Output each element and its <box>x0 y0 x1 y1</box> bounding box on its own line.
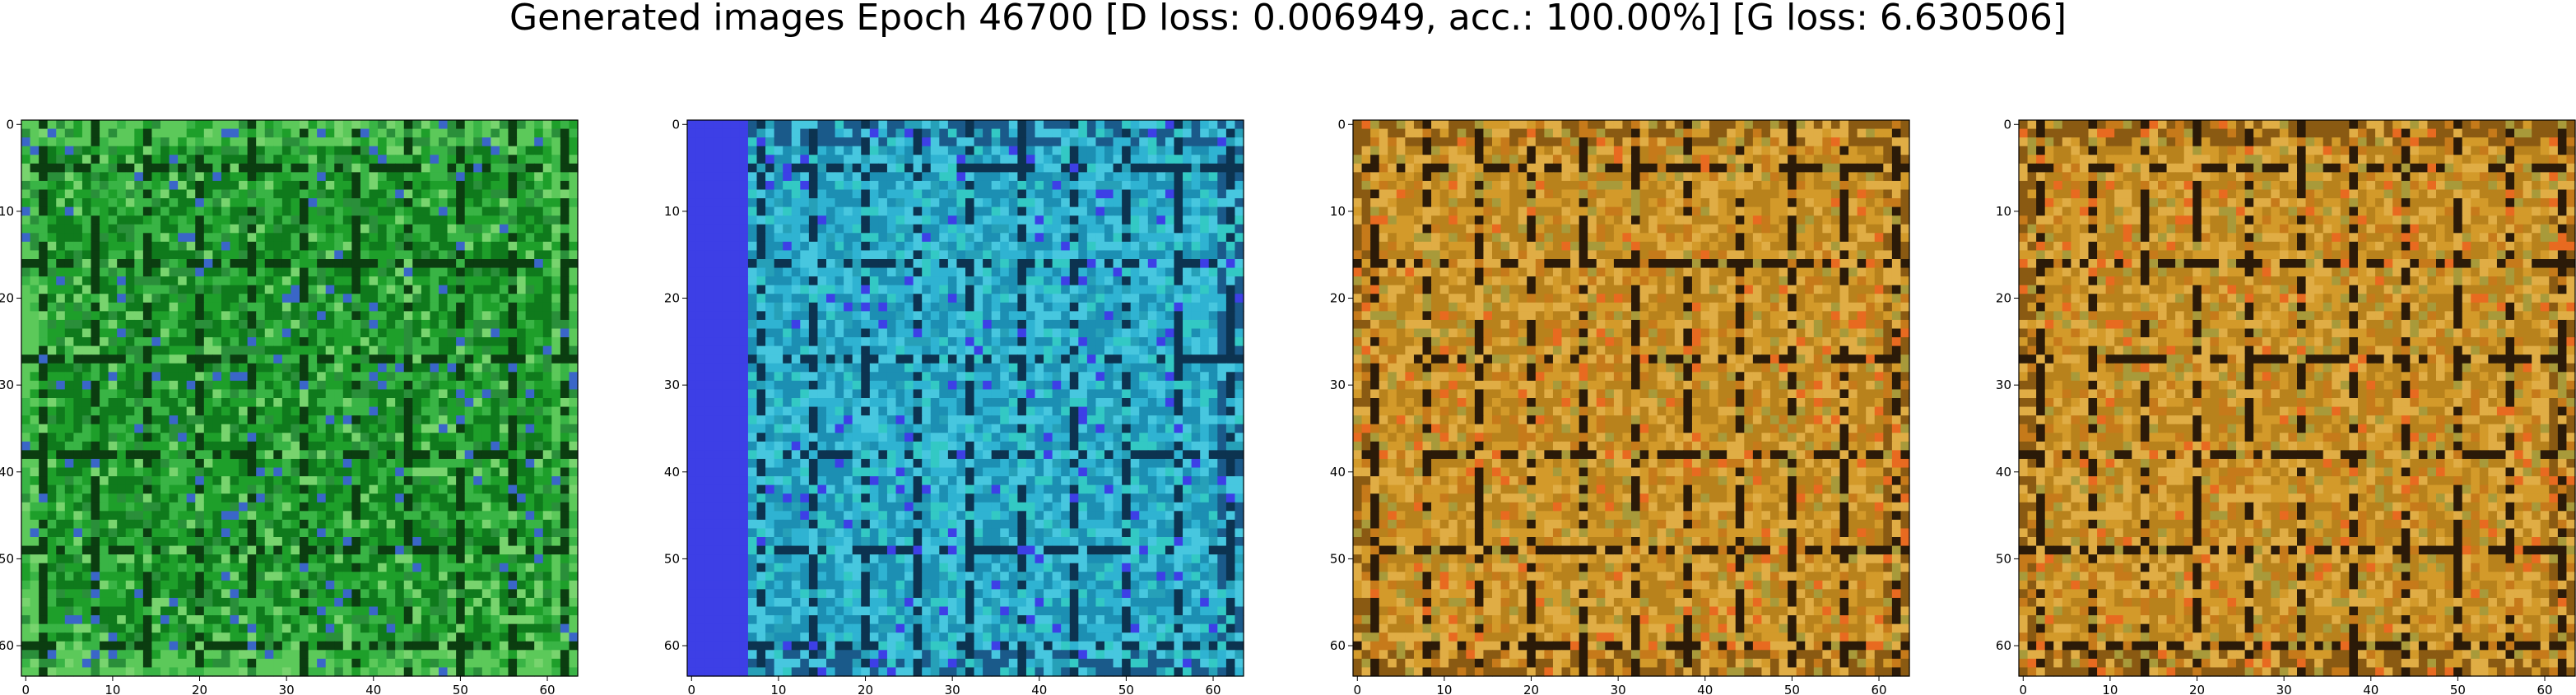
axes-frame <box>686 119 1244 677</box>
sample-image-1: 0 10 20 30 40 50 60 0 10 20 30 40 50 60 <box>0 117 579 695</box>
x-tick-label: 40 <box>2363 683 2378 695</box>
x-tick-label: 0 <box>2020 683 2028 695</box>
x-tick-label: 20 <box>2189 683 2205 695</box>
x-tick-label: 50 <box>1784 683 1800 695</box>
y-tick-label: 40 <box>0 465 14 480</box>
y-tick-label: 60 <box>1330 638 1346 653</box>
x-tick-label: 10 <box>105 683 120 695</box>
x-tick-label: 0 <box>1354 683 1362 695</box>
image-pixels <box>1353 120 1910 677</box>
y-tick-label: 40 <box>1996 465 2011 480</box>
y-tick-label: 0 <box>672 117 680 132</box>
y-tick-label: 50 <box>664 551 680 566</box>
x-tick-label: 10 <box>2102 683 2118 695</box>
y-tick-label: 10 <box>1996 204 2011 219</box>
y-tick-label: 30 <box>664 378 680 392</box>
y-tick-label: 20 <box>0 291 14 306</box>
sample-image-4: 0 10 20 30 40 50 60 0 10 20 30 40 50 60 <box>1996 117 2576 695</box>
y-tick-label: 20 <box>1996 291 2011 306</box>
y-tick-label: 20 <box>1330 291 1346 306</box>
x-tick-label: 40 <box>1031 683 1047 695</box>
x-tick-label: 10 <box>1436 683 1452 695</box>
y-tick-label: 50 <box>1996 551 2011 566</box>
y-tick-label: 20 <box>664 291 680 306</box>
y-tick-label: 50 <box>0 551 14 566</box>
x-tick-label: 60 <box>2536 683 2552 695</box>
x-tick-label: 10 <box>770 683 786 695</box>
x-tick-label: 60 <box>1205 683 1221 695</box>
x-tick-label: 20 <box>1523 683 1539 695</box>
x-tick-label: 30 <box>1611 683 1626 695</box>
figure-title: Generated images Epoch 46700 [D loss: 0.… <box>0 0 2576 49</box>
x-tick-label: 60 <box>1871 683 1886 695</box>
x-tick-label: 40 <box>1697 683 1713 695</box>
sample-image-3: 0 10 20 30 40 50 60 0 10 20 30 40 50 60 <box>1330 117 1910 695</box>
x-tick-label: 20 <box>192 683 207 695</box>
y-tick-label: 30 <box>0 378 14 392</box>
x-tick-label: 20 <box>858 683 873 695</box>
y-tick-label: 10 <box>664 204 680 219</box>
image-pixels <box>687 120 1244 677</box>
axes-frame <box>2018 119 2576 677</box>
y-tick-label: 40 <box>664 465 680 480</box>
x-tick-label: 30 <box>945 683 960 695</box>
image-pixels <box>21 120 579 677</box>
image-pixels <box>2019 120 2576 677</box>
y-tick-label: 40 <box>1330 465 1346 480</box>
x-tick-label: 30 <box>2276 683 2292 695</box>
sample-image-2: 0 10 20 30 40 50 60 0 10 20 30 40 50 60 <box>664 117 1244 695</box>
y-tick-label: 50 <box>1330 551 1346 566</box>
x-tick-label: 50 <box>2450 683 2466 695</box>
axes-frame <box>1352 119 1910 677</box>
x-tick-label: 50 <box>453 683 468 695</box>
y-tick-label: 30 <box>1996 378 2011 392</box>
y-tick-label: 30 <box>1330 378 1346 392</box>
y-tick-label: 60 <box>0 638 14 653</box>
y-tick-label: 10 <box>0 204 14 219</box>
y-tick-label: 0 <box>2003 117 2011 132</box>
y-tick-label: 60 <box>664 638 680 653</box>
x-tick-label: 0 <box>688 683 696 695</box>
x-tick-label: 30 <box>279 683 295 695</box>
axes-frame <box>21 119 579 677</box>
x-tick-label: 40 <box>365 683 381 695</box>
x-tick-label: 0 <box>22 683 30 695</box>
x-tick-label: 60 <box>539 683 555 695</box>
y-tick-label: 0 <box>1337 117 1346 132</box>
y-tick-label: 10 <box>1330 204 1346 219</box>
y-tick-label: 60 <box>1996 638 2011 653</box>
x-tick-label: 50 <box>1118 683 1134 695</box>
y-tick-label: 0 <box>6 117 14 132</box>
